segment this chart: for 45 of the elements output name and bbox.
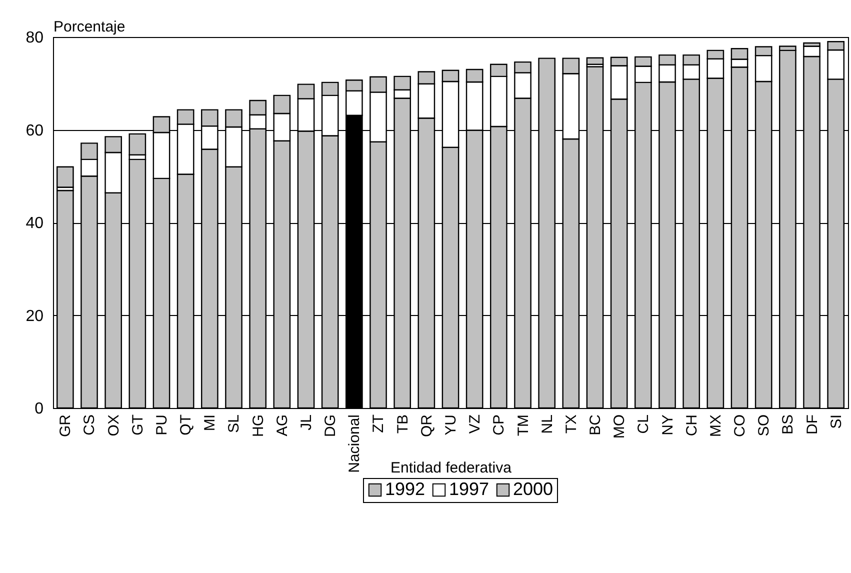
x-tick-label: DG — [322, 414, 340, 437]
x-tick-label: MX — [707, 414, 724, 437]
x-tick-label: ZT — [370, 414, 388, 433]
x-tick-label: CL — [635, 414, 652, 434]
x-tick-label: GR — [57, 414, 74, 437]
legend-label: 1997 — [449, 479, 490, 499]
y-tick-label: 40 — [26, 215, 44, 232]
y-axis-title: Porcentaje — [54, 18, 126, 36]
x-tick-label: NY — [659, 414, 676, 436]
legend-label: 1992 — [385, 479, 426, 499]
x-tick-label: TB — [394, 414, 412, 434]
y-tick-label: 20 — [26, 308, 44, 325]
x-tick-label: BC — [587, 414, 604, 436]
x-tick-label: QT — [178, 414, 195, 436]
x-tick-label: MI — [202, 414, 219, 432]
x-tick-label: HG — [250, 414, 267, 437]
x-tick-label: NL — [538, 414, 556, 434]
x-tick-label: AG — [274, 414, 291, 436]
x-tick-label: DF — [804, 414, 821, 434]
y-tick-label: 0 — [34, 400, 44, 418]
bar — [56, 166, 74, 188]
y-tick-label: 60 — [26, 122, 44, 140]
x-tick-label: VZ — [466, 414, 484, 434]
y-tick-label: 80 — [26, 30, 44, 46]
x-axis-title: Entidad federativa — [390, 460, 512, 476]
x-tick-label: GT — [129, 414, 146, 436]
x-tick-label: QR — [418, 414, 436, 437]
x-tick-label: BS — [780, 414, 797, 435]
x-tick-label: CP — [490, 414, 508, 436]
x-tick-label: SO — [756, 414, 773, 436]
x-tick-label: CH — [683, 414, 700, 436]
x-tick-label: TX — [562, 414, 580, 434]
x-tick-label: MO — [611, 414, 628, 439]
x-tick-label: Nacional — [346, 414, 364, 473]
x-tick-label: SL — [226, 414, 243, 433]
x-tick-label: CS — [81, 414, 98, 436]
x-tick-label: TM — [514, 414, 532, 436]
bar — [586, 57, 604, 65]
legend-label: 2000 — [513, 479, 554, 499]
x-tick-label: YU — [442, 414, 460, 436]
x-tick-label: PU — [153, 414, 170, 436]
x-tick-label: JL — [298, 414, 315, 430]
x-tick-label: OX — [105, 414, 122, 436]
x-tick-label: CO — [732, 414, 749, 437]
x-tick-label: SI — [828, 414, 845, 429]
